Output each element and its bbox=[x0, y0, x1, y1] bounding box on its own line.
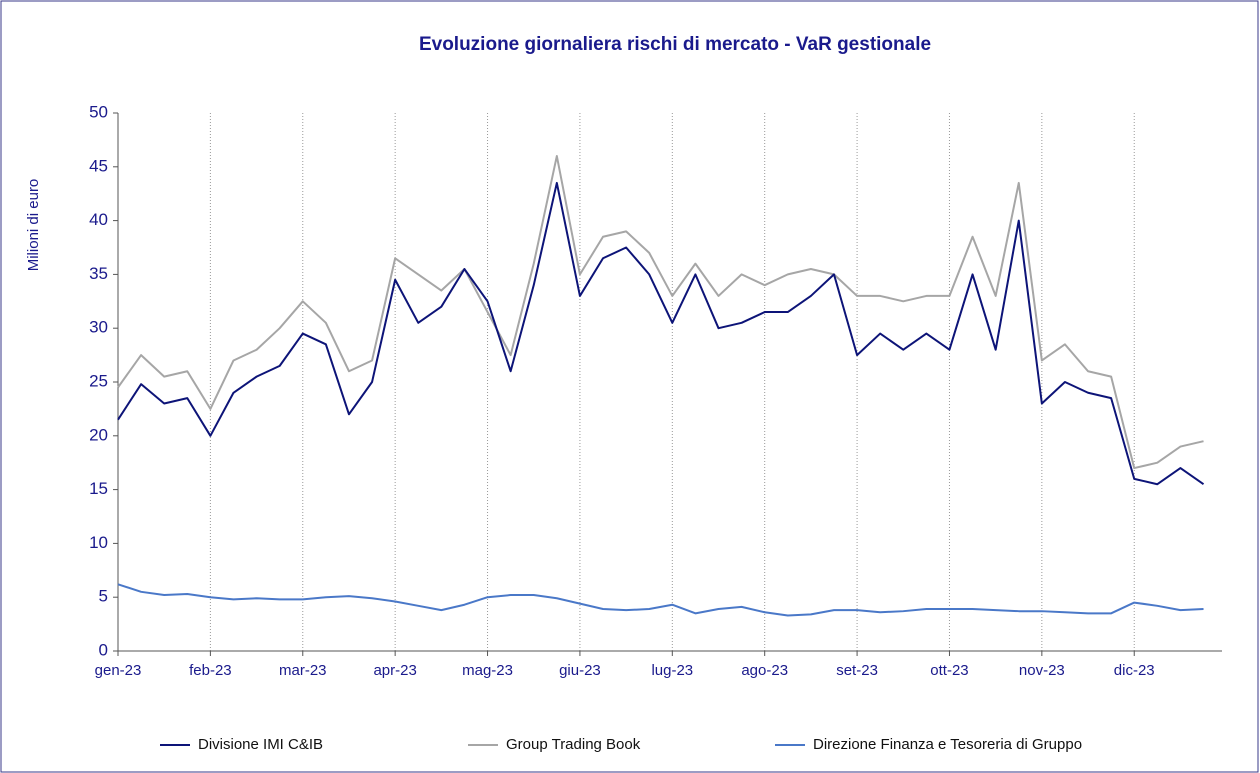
y-tick-label: 30 bbox=[89, 318, 108, 337]
series-line bbox=[117, 583, 1204, 617]
y-tick-label: 5 bbox=[99, 587, 108, 606]
x-tick-label: nov-23 bbox=[1019, 662, 1065, 679]
legend-label: Divisione IMI C&IB bbox=[198, 736, 323, 753]
series-line bbox=[117, 155, 1204, 470]
x-tick-label: apr-23 bbox=[373, 662, 416, 679]
y-tick-label: 20 bbox=[89, 425, 108, 444]
x-tick-label: giu-23 bbox=[559, 662, 601, 679]
x-tick-label: dic-23 bbox=[1114, 662, 1155, 679]
y-axis-label: Milioni di euro bbox=[25, 179, 42, 272]
legend-label: Group Trading Book bbox=[506, 736, 641, 753]
x-tick-label: gen-23 bbox=[95, 662, 142, 679]
series-line bbox=[117, 181, 1205, 486]
x-tick-label: set-23 bbox=[836, 662, 878, 679]
y-tick-label: 35 bbox=[89, 264, 108, 283]
x-tick-label: feb-23 bbox=[189, 662, 232, 679]
x-tick-label: ago-23 bbox=[741, 662, 788, 679]
x-tick-label: lug-23 bbox=[651, 662, 693, 679]
x-tick-label: ott-23 bbox=[930, 662, 968, 679]
x-tick-label: mar-23 bbox=[279, 662, 327, 679]
y-tick-label: 50 bbox=[89, 102, 108, 121]
y-tick-label: 15 bbox=[89, 479, 108, 498]
y-tick-label: 25 bbox=[89, 371, 108, 390]
y-tick-label: 45 bbox=[89, 156, 108, 175]
legend-label: Direzione Finanza e Tesoreria di Gruppo bbox=[813, 736, 1082, 753]
y-tick-label: 40 bbox=[89, 210, 108, 229]
y-tick-label: 10 bbox=[89, 533, 108, 552]
x-tick-label: mag-23 bbox=[462, 662, 513, 679]
chart-title: Evoluzione giornaliera rischi di mercato… bbox=[419, 34, 931, 55]
y-tick-label: 0 bbox=[99, 640, 108, 659]
